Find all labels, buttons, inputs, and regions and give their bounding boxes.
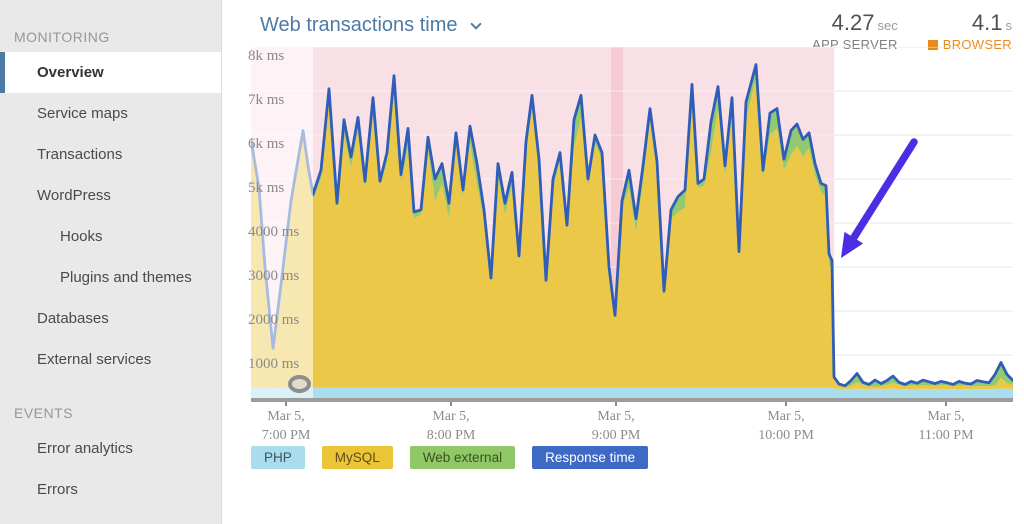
sidebar-item-service-maps[interactable]: Service maps — [37, 105, 128, 122]
y-axis-label: 1000 ms — [248, 356, 300, 372]
app-server-value: 4.27 — [831, 10, 875, 35]
sidebar-item-plugins-and-themes[interactable]: Plugins and themes — [60, 269, 192, 286]
x-axis-tick — [285, 402, 287, 406]
sidebar-section-header-monitoring: MONITORING — [14, 29, 110, 45]
x-label-date: Mar 5, — [432, 409, 470, 424]
response-time-line — [251, 63, 1013, 388]
x-label-date: Mar 5, — [927, 409, 965, 424]
legend-chip-mysql[interactable]: MySQL — [321, 446, 393, 469]
chevron-down-icon — [469, 18, 482, 30]
timeline-scrubber-handle[interactable] — [288, 375, 311, 393]
transactions-chart — [251, 47, 1013, 399]
chart-title-label: Web transactions time — [260, 14, 458, 36]
x-axis-label: Mar 5, 7:00 PM — [231, 407, 341, 445]
faded-edge-overlay — [251, 47, 313, 399]
summary-metrics: 4.27 sec APP SERVER 4.1 s BROWSER — [812, 10, 1012, 52]
x-axis-tick — [945, 402, 947, 406]
app-server-metric: 4.27 sec APP SERVER — [812, 10, 898, 52]
sidebar-section-gap — [0, 380, 221, 398]
sidebar-section-header-events: EVENTS — [14, 405, 74, 421]
chart-title-dropdown[interactable]: Web transactions time — [260, 14, 482, 37]
app-server-unit: sec — [877, 18, 898, 33]
mysql-area — [251, 77, 1013, 390]
x-label-time: 9:00 PM — [591, 428, 641, 443]
sidebar-item-wordpress[interactable]: WordPress — [37, 187, 111, 204]
sidebar-item-hooks[interactable]: Hooks — [60, 228, 103, 245]
x-axis-tick — [785, 402, 787, 406]
x-label-time: 8:00 PM — [426, 428, 476, 443]
x-label-time: 7:00 PM — [261, 428, 311, 443]
main-panel: Web transactions time 4.27 sec APP SERVER… — [223, 0, 1024, 524]
x-axis-tick — [450, 402, 452, 406]
y-axis-label: 6k ms — [248, 136, 285, 152]
x-axis-label: Mar 5, 9:00 PM — [561, 407, 671, 445]
y-axis-label: 5k ms — [248, 180, 285, 196]
y-axis-label: 7k ms — [248, 92, 285, 108]
x-label-date: Mar 5, — [597, 409, 635, 424]
legend-chip-web-external[interactable]: Web external — [409, 446, 516, 469]
sidebar-item-databases[interactable]: Databases — [37, 310, 109, 327]
php-area — [251, 387, 1013, 399]
browser-square-icon — [927, 40, 938, 50]
sidebar-item-overview[interactable]: Overview — [0, 52, 221, 93]
y-axis-label: 8k ms — [248, 48, 285, 64]
sidebar-item-transactions[interactable]: Transactions — [37, 146, 123, 163]
x-axis-line — [251, 398, 1013, 402]
sidebar-item-error-analytics[interactable]: Error analytics — [37, 440, 133, 457]
chart-legend: PHP MySQL Web external Response time — [251, 446, 649, 469]
sidebar-item-external-services[interactable]: External services — [37, 351, 152, 368]
sidebar: MONITORING Overview Service maps Transactio… — [0, 0, 222, 524]
y-axis-label: 3000 ms — [248, 268, 300, 284]
y-axis-label: 4000 ms — [248, 224, 300, 240]
x-label-date: Mar 5, — [767, 409, 805, 424]
y-axis-label: 2000 ms — [248, 312, 300, 328]
x-axis-tick — [615, 402, 617, 406]
x-axis-label: Mar 5, 11:00 PM — [891, 407, 1001, 445]
browser-metric: 4.1 s BROWSER — [927, 10, 1013, 52]
legend-chip-response-time[interactable]: Response time — [532, 446, 649, 469]
x-label-time: 10:00 PM — [758, 428, 814, 443]
x-label-date: Mar 5, — [267, 409, 305, 424]
x-axis-label: Mar 5, 10:00 PM — [731, 407, 841, 445]
browser-label: BROWSER — [927, 37, 1012, 52]
x-axis-label: Mar 5, 8:00 PM — [396, 407, 506, 445]
browser-unit: s — [1005, 18, 1013, 33]
x-label-time: 11:00 PM — [918, 428, 974, 443]
legend-chip-php[interactable]: PHP — [251, 446, 305, 469]
browser-value: 4.1 — [971, 10, 1003, 35]
sidebar-item-errors[interactable]: Errors — [37, 481, 78, 498]
